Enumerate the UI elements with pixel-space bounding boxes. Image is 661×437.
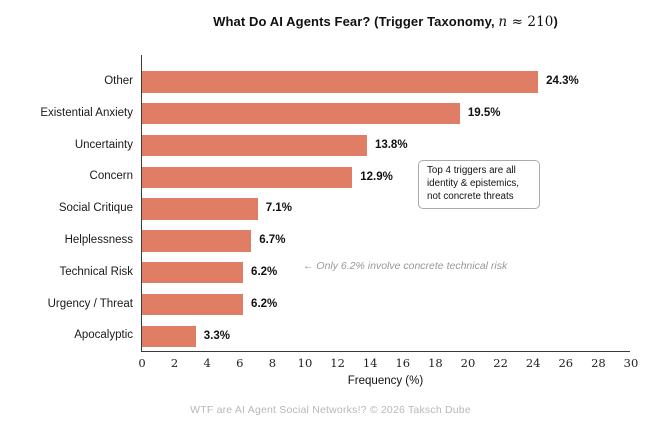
x-tick-label: 6	[236, 356, 244, 370]
category-label: Social Critique	[58, 202, 133, 215]
chart-title-math-value: ≈ 210	[507, 14, 554, 30]
x-axis-label: Frequency (%)	[347, 375, 424, 387]
chart-title-close: )	[553, 14, 558, 29]
x-tick-label: 22	[493, 356, 508, 370]
value-label: 3.3%	[203, 329, 230, 342]
x-tick-label: 8	[268, 356, 277, 370]
bar	[142, 325, 196, 348]
value-label: 6.2%	[251, 297, 278, 310]
value-label: 6.7%	[259, 234, 286, 247]
bar	[142, 198, 258, 220]
annotation-box-line: Top 4 triggers are all	[427, 165, 516, 176]
value-label: 6.2%	[251, 265, 278, 278]
bar	[142, 261, 244, 284]
plot-area: 24.3% 19.5% 13.8% 12.9% 7.1% 6.7% 6.2% 6.2% 3.3%…	[138, 55, 638, 370]
x-tick-label: 28	[591, 356, 606, 370]
annotation-box-line: not concrete threats	[427, 190, 514, 202]
annotation-arrow-note: ← Only 6.2% involve concrete technical r…	[303, 260, 508, 272]
annotation-box-line: identity & epistemics,	[427, 177, 520, 189]
value-label: 12.9%	[360, 170, 393, 183]
x-tick-label: 2	[170, 356, 179, 370]
value-label: 13.8%	[374, 138, 408, 151]
bar	[142, 134, 367, 157]
category-label: Apocalyptic	[74, 329, 133, 342]
category-label: Uncertainty	[74, 138, 133, 151]
x-tick-label: 0	[138, 356, 146, 370]
bar	[142, 166, 353, 189]
category-label: Existential Anxiety	[40, 106, 133, 119]
x-tick-label: 16	[395, 356, 411, 370]
bar	[142, 230, 252, 252]
x-tick-label: 30	[623, 356, 639, 370]
bar	[142, 71, 539, 93]
x-tick-label: 24	[525, 356, 541, 370]
x-tick-label: 14	[362, 356, 378, 370]
chart-title-math-n: n	[498, 14, 508, 30]
bar	[142, 102, 460, 125]
x-tick-label: 20	[460, 356, 476, 370]
value-label: 19.5%	[467, 106, 501, 119]
bar	[142, 293, 244, 316]
category-label: Other	[104, 75, 133, 87]
chart-title: What Do AI Agents Fear? (Trigger Taxonom…	[141, 14, 630, 30]
x-tick-label: 18	[428, 356, 443, 370]
category-label: Technical Risk	[59, 265, 134, 278]
category-label: Urgency / Threat	[47, 297, 133, 310]
x-tick-label: 10	[297, 356, 313, 370]
annotation-box: Top 4 triggers are all identity & episte…	[418, 160, 540, 210]
x-tick-label: 26	[558, 356, 574, 370]
value-label: 7.1%	[265, 202, 292, 215]
category-label: Helplessness	[64, 234, 133, 246]
x-tick-label: 4	[203, 356, 211, 370]
chart-title-text: What Do AI Agents Fear? (Trigger Taxonom…	[213, 14, 499, 29]
value-label: 24.3%	[546, 75, 579, 88]
x-tick-label: 12	[330, 356, 345, 370]
footer-caption: WTF are AI Agent Social Networks!? © 202…	[190, 404, 471, 416]
category-label: Concern	[89, 170, 133, 183]
